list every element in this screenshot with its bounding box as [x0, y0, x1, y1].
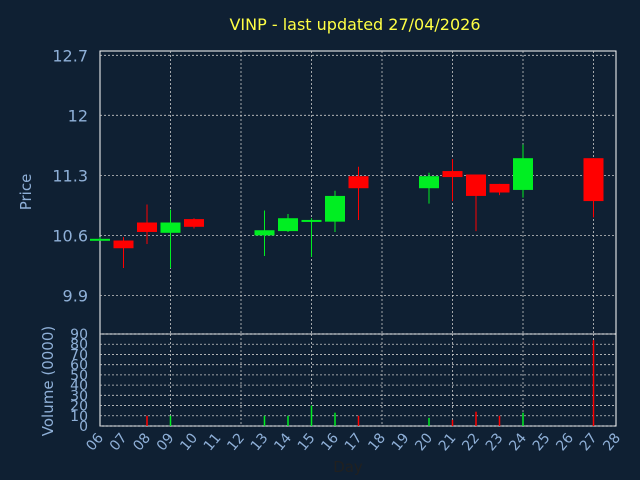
volume-bar: [357, 415, 360, 426]
volume-tick-label: 90: [70, 327, 88, 343]
candle-body: [325, 195, 345, 222]
x-tick-label: 26: [553, 430, 577, 454]
x-tick-label: 20: [412, 430, 436, 454]
price-axis-label: Price: [17, 174, 35, 211]
x-tick-label: 24: [506, 430, 530, 454]
volume-tick-label: 20: [70, 399, 88, 415]
candle-body: [160, 222, 181, 233]
candle-body: [278, 218, 298, 232]
volume-tick-label: 40: [70, 378, 88, 394]
volume-bar: [498, 415, 501, 426]
volume-bar: [310, 405, 313, 426]
x-tick-label: 21: [436, 430, 460, 454]
x-tick-label: 11: [201, 430, 225, 454]
chart-title: VINP - last updated 27/04/2026: [229, 15, 480, 34]
volume-tick-label: 60: [70, 358, 88, 374]
x-axis-label: Day: [333, 458, 363, 476]
volume-bars: [146, 340, 595, 426]
candles: [90, 144, 604, 268]
x-tick-label: 10: [177, 430, 201, 454]
candle-body: [301, 219, 322, 222]
price-tick-label: 9.9: [63, 286, 88, 305]
volume-tick-label: 80: [70, 337, 88, 353]
price-tick-label: 11.3: [52, 166, 88, 185]
volume-tick-label: 70: [70, 347, 88, 363]
x-tick-label: 18: [365, 430, 389, 454]
price-panel: 9.9 10.6 11.3 12 12.7 Price: [17, 46, 617, 335]
volume-bar: [146, 415, 148, 426]
x-tick-label: 17: [342, 430, 366, 454]
candle-body: [489, 183, 510, 193]
volume-tick-label: 10: [70, 409, 88, 425]
price-tick-label: 12.7: [52, 46, 88, 65]
volume-grid: [100, 333, 616, 427]
x-ticks: 06 07 08 09 10 11 12 13 14 15 16 17 18 19 20 21 22 23 24 25…: [83, 430, 624, 454]
volume-bar: [287, 415, 289, 426]
volume-bar: [475, 411, 477, 426]
candle-body: [90, 238, 110, 241]
x-tick-label: 14: [271, 430, 295, 454]
volume-bar: [428, 417, 430, 426]
candle-body: [137, 222, 157, 232]
volume-bar: [334, 412, 336, 426]
x-tick-label: 12: [224, 430, 248, 454]
volume-bar: [522, 412, 524, 426]
candle-body: [466, 174, 486, 196]
volume-axis-label: Volume (0000): [39, 326, 57, 436]
price-tick-label: 10.6: [52, 226, 88, 245]
volume-tick-label: 50: [70, 368, 88, 384]
candle-body: [513, 158, 533, 190]
x-tick-label: 13: [248, 430, 272, 454]
price-y-ticks: 9.9 10.6 11.3 12 12.7: [52, 46, 88, 305]
candle-body: [583, 158, 604, 202]
x-tick-label: 27: [577, 430, 601, 454]
volume-frame: [99, 333, 617, 427]
candle-body: [254, 230, 275, 236]
x-tick-label: 07: [107, 430, 131, 454]
candle-body: [442, 171, 463, 178]
x-tick-label: 23: [483, 430, 507, 454]
candle-body: [348, 176, 369, 189]
candle-body: [184, 219, 204, 227]
x-tick-label: 25: [530, 430, 554, 454]
price-tick-label: 12: [68, 106, 88, 125]
x-tick-label: 15: [295, 430, 319, 454]
volume-bar: [263, 415, 266, 426]
volume-bar: [592, 340, 595, 426]
candle-body: [113, 240, 134, 249]
volume-tick-label: 0: [79, 419, 88, 435]
volume-tick-label: 30: [70, 388, 88, 404]
x-tick-label: 16: [318, 430, 342, 454]
x-tick-label: 28: [600, 430, 624, 454]
x-tick-label: 09: [154, 430, 178, 454]
x-tick-label: 08: [130, 430, 154, 454]
volume-bar: [169, 415, 172, 426]
x-tick-label: 22: [459, 430, 483, 454]
volume-bar: [451, 419, 454, 426]
candle-body: [419, 176, 439, 189]
x-tick-label: 19: [389, 430, 413, 454]
